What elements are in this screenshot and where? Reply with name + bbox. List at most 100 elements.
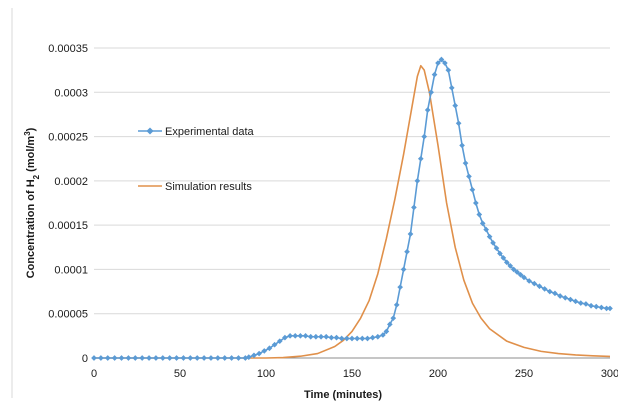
y-axis-title: Concentration of H2 (mol/m3) — [23, 127, 41, 278]
data-point-experimental-59 — [414, 178, 421, 184]
y-tick-label-4: 0.0002 — [54, 176, 88, 188]
data-point-experimental-28 — [271, 341, 278, 348]
data-point-experimental-104 — [593, 303, 600, 310]
data-point-experimental-16 — [201, 355, 207, 361]
y-axis-title-units: (mol/m — [25, 136, 37, 175]
data-point-experimental-48 — [374, 333, 381, 340]
data-point-experimental-24 — [251, 352, 257, 359]
legend-label-simulation: Simulation results — [165, 181, 252, 193]
legend-marker-experimental — [146, 127, 154, 135]
y-axis-title-subscript: 2 — [32, 174, 41, 179]
data-point-experimental-37 — [318, 333, 324, 340]
data-point-experimental-25 — [256, 350, 262, 357]
y-axis-title-units-close: ) — [25, 127, 37, 131]
data-point-experimental-52 — [390, 315, 397, 321]
legend-label-experimental: Experimental data — [165, 126, 255, 138]
data-point-experimental-72 — [459, 142, 465, 149]
data-point-experimental-35 — [307, 333, 314, 340]
data-point-experimental-100 — [572, 298, 579, 305]
data-point-experimental-43 — [349, 335, 355, 342]
data-point-experimental-0 — [91, 355, 97, 361]
data-point-experimental-51 — [387, 321, 393, 328]
data-point-experimental-103 — [588, 302, 594, 309]
data-point-experimental-83 — [497, 250, 503, 257]
data-point-experimental-42 — [344, 335, 350, 342]
data-point-experimental-8 — [146, 355, 152, 361]
data-point-experimental-106 — [603, 305, 610, 312]
data-point-experimental-90 — [521, 274, 527, 281]
data-point-experimental-34 — [302, 333, 309, 339]
data-point-experimental-15 — [194, 355, 201, 361]
data-point-experimental-21 — [235, 355, 242, 361]
data-point-experimental-101 — [577, 300, 584, 306]
data-point-experimental-2 — [104, 355, 111, 361]
y-tick-label-2: 0.0001 — [54, 264, 88, 276]
data-point-experimental-12 — [173, 355, 180, 361]
x-tick-label-4: 200 — [429, 368, 447, 380]
data-point-experimental-61 — [421, 133, 428, 140]
data-point-experimental-65 — [435, 60, 441, 66]
data-point-experimental-67 — [442, 60, 448, 66]
x-tick-label-6: 300 — [601, 368, 618, 380]
data-point-experimental-6 — [132, 355, 139, 361]
data-point-experimental-50 — [383, 328, 390, 335]
series-line-simulation — [94, 64, 611, 359]
legend-item-experimental: Experimental data — [138, 126, 255, 138]
data-point-experimental-53 — [393, 302, 400, 308]
legend-item-simulation: Simulation results — [138, 181, 252, 193]
data-point-experimental-102 — [583, 301, 589, 307]
data-point-experimental-93 — [536, 283, 543, 290]
series-layer — [91, 56, 613, 361]
x-tick-label-2: 100 — [257, 368, 275, 380]
data-point-experimental-11 — [166, 355, 173, 361]
data-point-experimental-17 — [208, 355, 214, 361]
data-point-experimental-40 — [333, 334, 340, 341]
data-point-experimental-105 — [598, 304, 605, 311]
data-point-experimental-60 — [417, 155, 424, 162]
gridlines — [94, 47, 610, 315]
data-point-experimental-36 — [313, 333, 319, 340]
data-point-experimental-31 — [287, 333, 293, 339]
data-point-experimental-26 — [261, 348, 268, 354]
data-point-experimental-55 — [400, 266, 407, 273]
data-point-experimental-99 — [567, 296, 574, 303]
data-point-experimental-89 — [517, 271, 524, 278]
data-point-experimental-4 — [118, 355, 125, 361]
data-point-experimental-78 — [479, 220, 486, 227]
data-point-experimental-32 — [292, 333, 299, 339]
data-point-experimental-62 — [424, 107, 431, 113]
data-point-experimental-46 — [364, 335, 371, 342]
y-tick-label-0: 0 — [82, 353, 88, 365]
data-point-experimental-29 — [276, 338, 283, 344]
data-point-experimental-19 — [221, 355, 228, 361]
data-point-experimental-75 — [469, 186, 476, 193]
series-experimental — [91, 56, 613, 361]
data-point-experimental-39 — [328, 334, 335, 341]
data-point-experimental-1 — [98, 355, 104, 361]
x-tick-label-3: 150 — [343, 368, 361, 380]
data-point-experimental-92 — [531, 280, 538, 287]
data-point-experimental-80 — [486, 233, 493, 240]
data-point-experimental-18 — [215, 355, 221, 361]
data-point-experimental-45 — [359, 335, 366, 342]
y-tick-label-5: 0.00025 — [48, 132, 88, 144]
data-point-experimental-41 — [338, 335, 345, 342]
data-point-experimental-3 — [111, 355, 118, 361]
data-point-experimental-81 — [490, 240, 496, 246]
x-axis-title: Time (minutes) — [304, 389, 382, 401]
data-point-experimental-54 — [397, 284, 403, 290]
data-point-experimental-14 — [187, 355, 194, 361]
data-point-experimental-30 — [282, 334, 288, 341]
data-point-experimental-47 — [369, 334, 376, 341]
data-point-experimental-33 — [297, 333, 304, 339]
data-point-experimental-79 — [483, 226, 489, 233]
data-point-experimental-88 — [514, 269, 520, 275]
data-point-experimental-56 — [404, 248, 410, 255]
data-point-experimental-94 — [541, 286, 548, 292]
data-point-experimental-85 — [503, 259, 510, 266]
data-point-experimental-13 — [180, 355, 187, 361]
y-axis-title-main: Concentration of H — [25, 179, 37, 278]
data-point-experimental-86 — [507, 263, 514, 269]
